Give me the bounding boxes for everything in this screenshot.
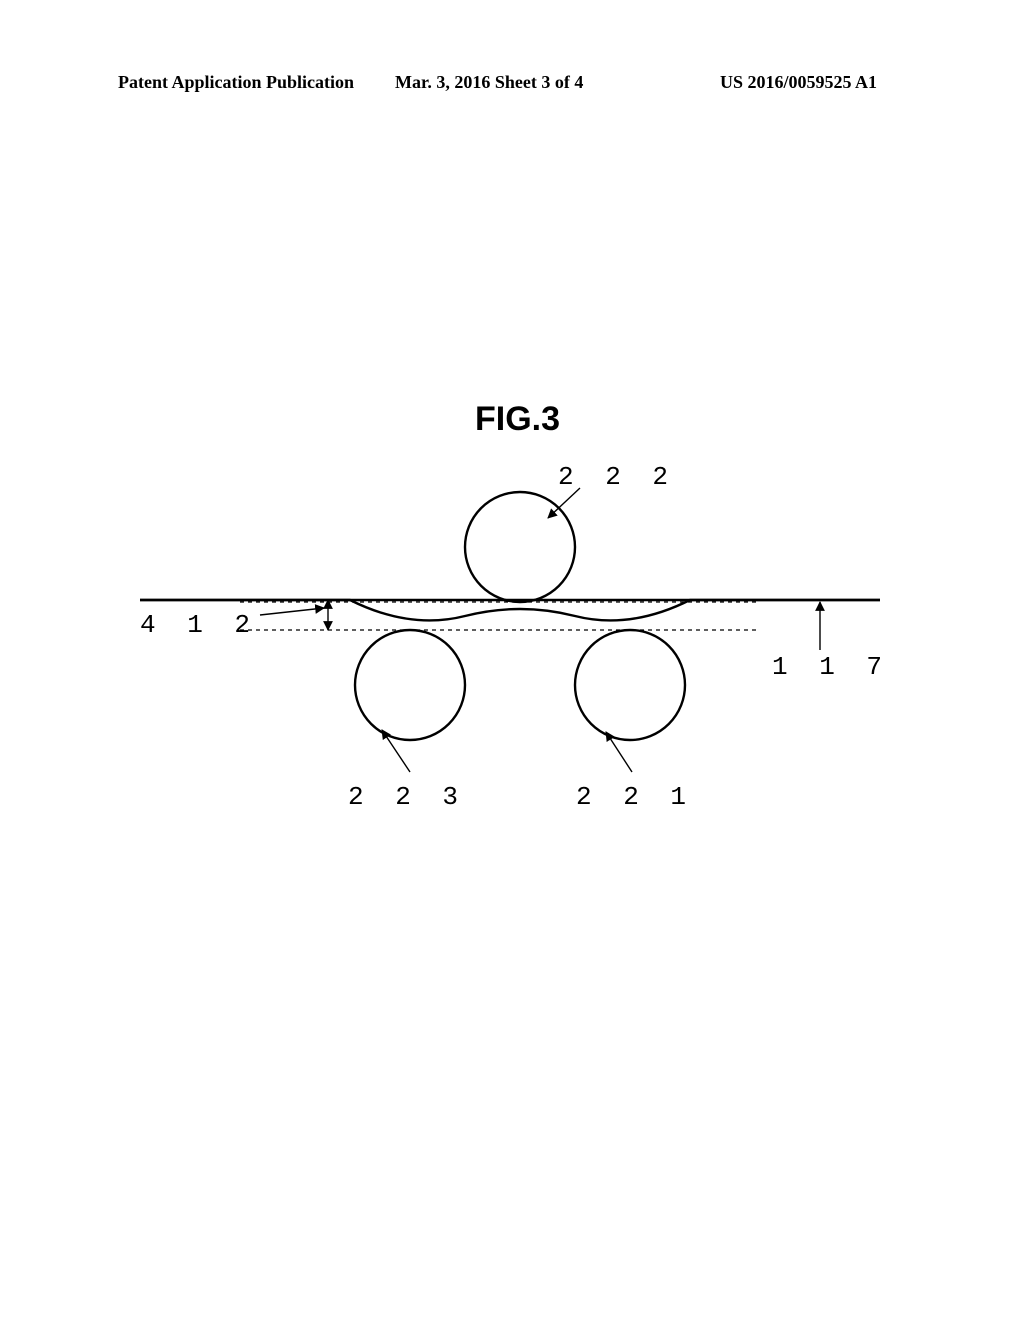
label-222: 2 2 2 [558,462,676,492]
label-412: 4 1 2 [140,610,258,640]
header-right: US 2016/0059525 A1 [720,72,877,93]
figure-title: FIG.3 [475,400,560,439]
label-223: 2 2 3 [348,782,466,812]
label-221: 2 2 1 [576,782,694,812]
header-mid: Mar. 3, 2016 Sheet 3 of 4 [395,72,583,93]
label-117: 1 1 7 [772,652,890,682]
header-left: Patent Application Publication [118,72,354,93]
